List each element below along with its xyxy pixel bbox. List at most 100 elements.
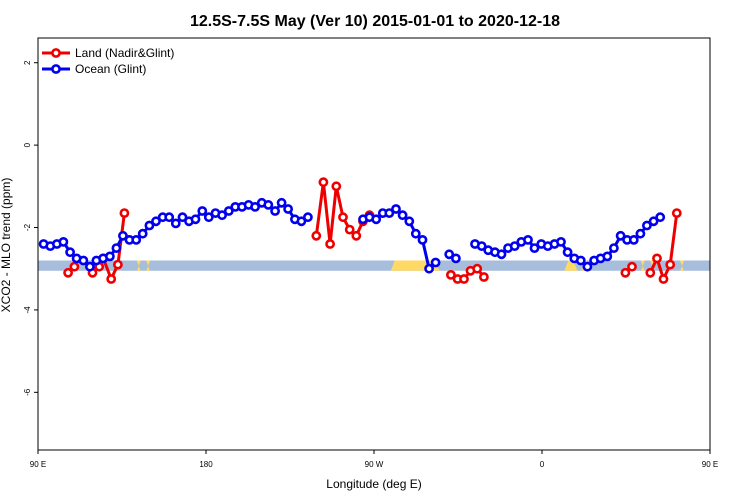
land-band-segment [640, 260, 645, 271]
x-tick-label: 180 [199, 460, 213, 469]
data-point [410, 228, 421, 239]
data-point [384, 208, 395, 218]
data-point [325, 239, 335, 249]
data-point [151, 216, 161, 227]
data-point [296, 216, 307, 227]
data-point [562, 247, 573, 258]
data-point [609, 243, 619, 253]
x-tick-label: 0 [540, 460, 545, 469]
data-point [302, 212, 313, 223]
data-point [655, 212, 666, 223]
data-point [250, 201, 260, 212]
data-point [620, 267, 631, 278]
data-point [113, 259, 123, 270]
data-point [190, 214, 201, 225]
legend-swatch-marker [51, 48, 61, 58]
data-point [131, 234, 142, 245]
y-tick-label: -4 [23, 306, 32, 314]
data-point [118, 230, 128, 241]
y-tick-label: -2 [23, 223, 32, 231]
data-point [78, 255, 89, 266]
data-point [417, 234, 428, 245]
data-point [478, 272, 489, 282]
y-tick-label: -6 [23, 388, 32, 396]
data-point [217, 210, 227, 221]
data-point [582, 261, 593, 272]
data-point [270, 206, 280, 216]
x-tick-label: 90 E [30, 460, 46, 469]
data-point [58, 236, 69, 247]
data-point [318, 177, 329, 188]
data-point [263, 199, 274, 210]
x-axis: 90 E 180 90 W 0 90 E [30, 450, 718, 469]
data-point [459, 274, 469, 284]
data-point [404, 216, 415, 227]
data-point [642, 220, 652, 231]
data-point [338, 212, 348, 223]
data-point [476, 241, 487, 251]
data-point [69, 261, 80, 272]
x-tick-label: 90 W [365, 460, 384, 469]
data-point [397, 210, 408, 221]
data-point [652, 253, 662, 264]
data-point [665, 259, 676, 270]
data-point [645, 267, 656, 278]
data-point [523, 234, 533, 245]
data-point [276, 197, 287, 208]
data-point [85, 261, 95, 272]
data-point [628, 234, 639, 245]
legend-label: Land (Nadir&Glint) [75, 46, 174, 60]
data-point [283, 204, 293, 214]
data-point [496, 249, 507, 260]
series-layer [38, 177, 682, 284]
legend: Land (Nadir&Glint) Ocean (Glint) [42, 46, 174, 76]
data-point [444, 249, 455, 260]
data-point [351, 230, 362, 241]
y-axis: 2 0 -2 -4 -6 [23, 60, 38, 396]
data-point [164, 212, 175, 223]
data-point [424, 263, 434, 274]
data-point [648, 216, 659, 227]
legend-label: Ocean (Glint) [75, 62, 146, 76]
data-point [627, 261, 637, 272]
data-point [602, 251, 613, 262]
data-point [658, 274, 669, 284]
land-band-segment [679, 260, 685, 271]
data-point [203, 212, 214, 223]
data-point [331, 181, 342, 192]
data-point [170, 218, 181, 229]
land-band-segment [146, 260, 151, 271]
data-point [671, 208, 682, 218]
data-point [430, 257, 441, 268]
data-point [635, 228, 646, 239]
land-band-segment [136, 260, 141, 271]
data-point [63, 267, 73, 278]
reference-band-rect [38, 260, 710, 271]
data-point [450, 253, 461, 264]
data-point [105, 251, 115, 262]
data-point [391, 204, 401, 214]
data-point [445, 269, 456, 280]
x-tick-label: 90 E [702, 460, 718, 469]
data-point [575, 255, 586, 266]
data-point [371, 214, 382, 225]
data-point [144, 220, 155, 231]
legend-item: Land (Nadir&Glint) [42, 46, 174, 60]
data-point [119, 208, 130, 218]
data-point [177, 212, 188, 223]
data-point [472, 263, 483, 274]
data-point [106, 274, 117, 284]
legend-swatch-marker [51, 64, 61, 74]
data-point [311, 230, 322, 241]
data-point [344, 224, 355, 235]
data-point [137, 228, 148, 239]
x-axis-label: Longitude (deg E) [326, 477, 421, 491]
data-point [223, 206, 234, 216]
chart-title: 12.5S-7.5S May (Ver 10) 2015-01-01 to 20… [190, 13, 560, 30]
data-point [65, 247, 75, 258]
y-tick-label: 2 [23, 60, 32, 65]
data-point [615, 230, 626, 241]
reference-band [38, 260, 710, 271]
data-point [197, 206, 208, 216]
